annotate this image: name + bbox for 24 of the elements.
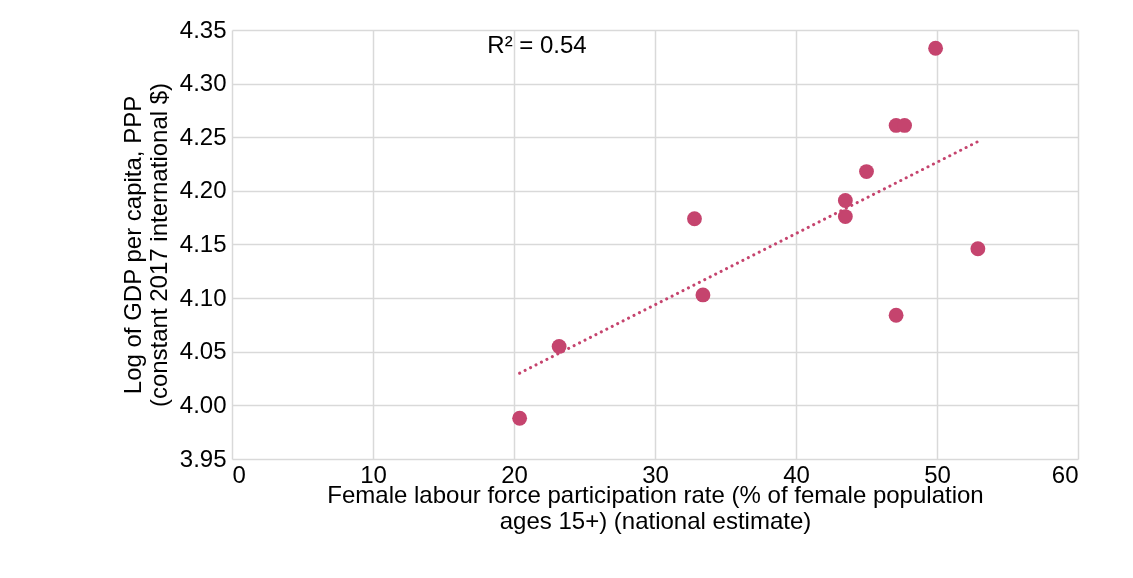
x-tick-label: 0 [232, 460, 246, 488]
annotation: R² = 0.54 [487, 31, 587, 58]
point [888, 307, 904, 323]
y-axis-title: Log of GDP per capita, PPP (constant 2017 international $) [118, 82, 172, 408]
point [859, 164, 874, 179]
x-tick-label: 20 [501, 460, 528, 488]
point [837, 209, 853, 225]
y-tick-label: 4.05 [179, 337, 227, 365]
y-tick-label: 4.30 [179, 69, 227, 97]
y-tick-label: 4.15 [179, 230, 227, 257]
x-tick-label: 60 [1051, 460, 1079, 488]
y-tick-label: 4.10 [179, 283, 227, 311]
point [695, 287, 711, 303]
y-tick-label: 4.00 [179, 390, 227, 418]
point [970, 241, 986, 257]
y-tick-label: 4.35 [179, 15, 227, 43]
point [687, 211, 702, 227]
point [837, 193, 853, 208]
point [512, 410, 528, 426]
point [551, 338, 567, 354]
y-tick-label: 3.95 [179, 444, 227, 472]
y-tick-label: 4.20 [179, 176, 227, 204]
y-tick-label: 4.25 [179, 122, 227, 150]
point [928, 40, 944, 56]
